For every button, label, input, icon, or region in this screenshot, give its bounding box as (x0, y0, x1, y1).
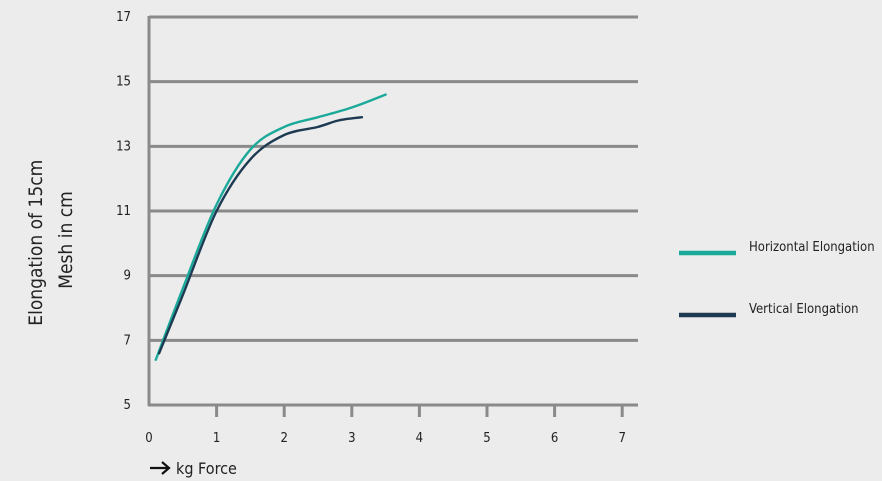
grid-lines (149, 15, 638, 342)
x-tick-0: 0 (145, 431, 152, 446)
x-tick-5: 5 (483, 431, 490, 446)
y-tick-9: 9 (124, 269, 131, 284)
arrow-right-icon (150, 461, 171, 475)
y-axis-label: Elongation of 15cm Mesh in cm (25, 154, 77, 325)
series-line-horizontal-elongation (154, 93, 387, 361)
legend: Horizontal Elongation Vertical Elongation (679, 240, 875, 318)
y-axis-label-line-1: Elongation of 15cm (25, 160, 47, 326)
y-tick-labels: 5 7 9 11 13 15 17 (116, 10, 131, 413)
x-axis-label: kg Force (150, 459, 237, 478)
y-axis-label-line-2: Mesh in cm (55, 191, 77, 289)
y-tick-11: 11 (116, 204, 131, 219)
y-tick-17: 17 (116, 10, 131, 25)
y-tick-13: 13 (116, 139, 131, 154)
x-tick-labels: 0 1 2 3 4 5 6 7 (145, 431, 626, 446)
x-tick-2: 2 (280, 431, 287, 446)
y-tick-7: 7 (124, 333, 131, 348)
legend-label-horizontal-elongation: Horizontal Elongation (749, 240, 875, 255)
y-tick-15: 15 (116, 75, 131, 90)
legend-label-vertical-elongation: Vertical Elongation (749, 302, 859, 317)
x-axis-label-text: kg Force (176, 459, 237, 478)
x-tick-6: 6 (551, 431, 558, 446)
axes (147, 16, 638, 417)
x-tick-7: 7 (618, 431, 625, 446)
y-tick-5: 5 (124, 398, 131, 413)
x-tick-1: 1 (213, 431, 220, 446)
x-tick-3: 3 (348, 431, 355, 446)
series-lines (154, 93, 387, 361)
legend-item-horizontal-elongation: Horizontal Elongation (679, 240, 875, 256)
x-tick-4: 4 (416, 431, 423, 446)
legend-item-vertical-elongation: Vertical Elongation (679, 302, 859, 318)
series-line-vertical-elongation (157, 116, 364, 355)
